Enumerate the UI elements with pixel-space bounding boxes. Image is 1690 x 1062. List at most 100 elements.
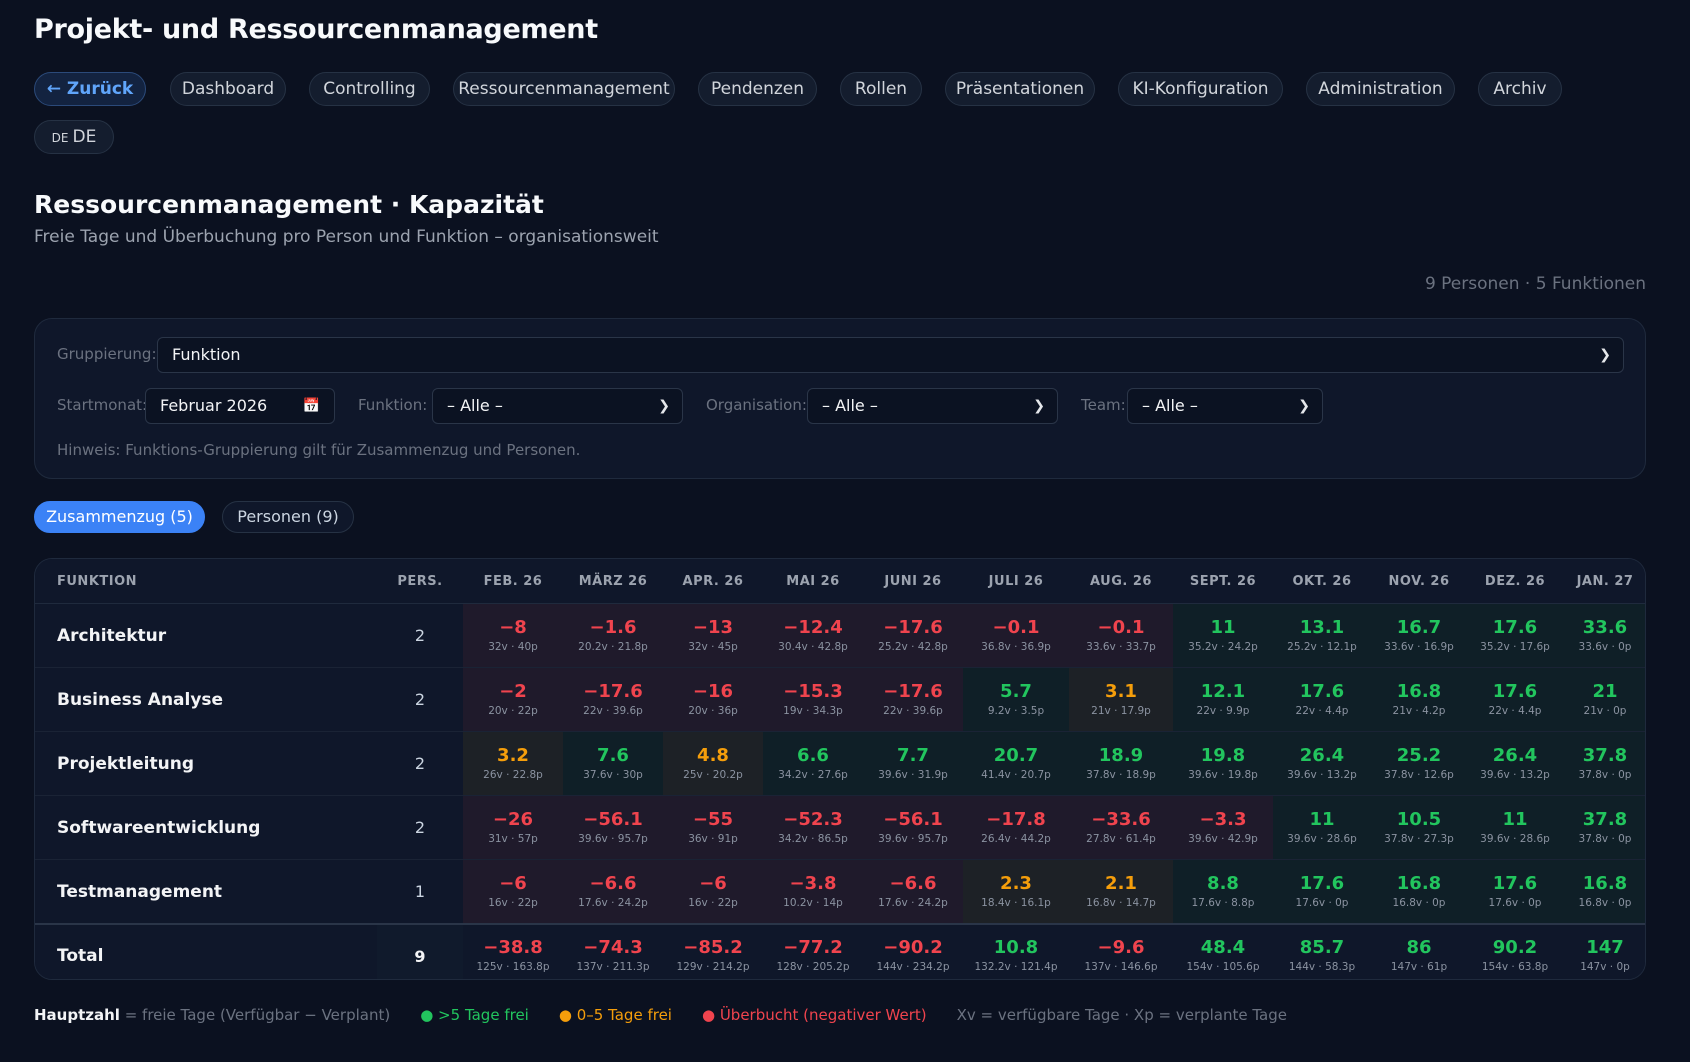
legend-green: ● >5 Tage frei [420, 1006, 529, 1024]
nav-rollen[interactable]: Rollen [840, 72, 922, 106]
back-button[interactable]: ← Zurück [34, 72, 146, 106]
legend-xv-xp: Xv = verfügbare Tage · Xp = verplante Ta… [956, 1006, 1287, 1024]
team-value: – Alle – [1142, 396, 1198, 415]
start-month-value: Februar 2026 [160, 396, 268, 415]
free-days-value: 17.6 [1299, 872, 1345, 894]
function-label: Funktion: [358, 396, 428, 414]
language-switcher[interactable]: DE DE [34, 120, 114, 154]
available-planned-value: 25.2v · 42.8p [878, 640, 948, 653]
tab-personen[interactable]: Personen (9) [222, 501, 354, 533]
available-planned-value: 144v · 58.3p [1288, 961, 1356, 973]
person-count: 2 [377, 731, 463, 796]
section-subtitle: Freie Tage und Überbuchung pro Person un… [34, 227, 659, 247]
capacity-table: FUNKTION PERS. FEB. 26 MÄRZ 26 APR. 26 M… [35, 559, 1645, 979]
free-days-value: −17.6 [883, 616, 943, 638]
free-days-value: 12.1 [1200, 680, 1246, 702]
capacity-cell: −6.6 17.6v · 24.2p [563, 859, 663, 925]
col-header-month: SEPT. 26 [1173, 559, 1273, 604]
available-planned-value: 35.2v · 24.2p [1188, 640, 1258, 653]
available-planned-value: 37.8v · 27.3p [1384, 832, 1454, 845]
capacity-cell: 4.8 25v · 20.2p [663, 731, 763, 796]
person-count: 2 [377, 795, 463, 860]
capacity-cell: −17.6 22v · 39.6p [563, 667, 663, 732]
nav-controlling[interactable]: Controlling [309, 72, 430, 106]
capacity-cell: 16.7 33.6v · 16.9p [1371, 603, 1467, 668]
free-days-value: −38.8 [483, 937, 543, 958]
nav-archiv[interactable]: Archiv [1478, 72, 1562, 106]
capacity-cell: 48.4 154v · 105.6p [1173, 923, 1273, 979]
available-planned-value: 21v · 0p [1583, 704, 1627, 717]
function-name: Testmanagement [35, 859, 377, 925]
free-days-value: 11 [1210, 616, 1236, 638]
free-days-value: 11 [1309, 808, 1335, 830]
start-month-input[interactable]: Februar 2026 📅 [145, 388, 335, 424]
available-planned-value: 20v · 36p [688, 704, 738, 717]
free-days-value: −17.8 [986, 808, 1046, 830]
available-planned-value: 22v · 9.9p [1196, 704, 1250, 717]
capacity-cell: −6 16v · 22p [663, 859, 763, 925]
capacity-cell: −90.2 144v · 234.2p [863, 923, 963, 979]
function-select[interactable]: – Alle – ❯ [432, 388, 683, 424]
capacity-cell: 2.3 18.4v · 16.1p [963, 859, 1069, 925]
nav-dashboard[interactable]: Dashboard [170, 72, 286, 106]
nav-ressourcenmanagement[interactable]: Ressourcenmanagement [453, 72, 675, 106]
available-planned-value: 21v · 4.2p [1392, 704, 1446, 717]
available-planned-value: 17.6v · 0p [1295, 896, 1349, 909]
capacity-cell: 147 147v · 0p [1563, 923, 1645, 979]
free-days-value: −3.8 [789, 872, 837, 894]
table-body: Architektur 2 −8 32v · 40p −1.6 20.2v · 21.8p… [35, 603, 1645, 979]
available-planned-value: 125v · 163.8p [476, 961, 550, 973]
total-row: Total 9 −38.8 125v · 163.8p −74.3 137v · 211.… [35, 923, 1645, 979]
capacity-cell: −3.8 10.2v · 14p [763, 859, 863, 925]
nav-praesentationen[interactable]: Präsentationen [945, 72, 1095, 106]
capacity-cell: 19.8 39.6v · 19.8p [1173, 731, 1273, 796]
available-planned-value: 16v · 22p [488, 896, 538, 909]
capacity-cell: 6.6 34.2v · 27.6p [763, 731, 863, 796]
available-planned-value: 22v · 39.6p [883, 704, 943, 717]
available-planned-value: 37.8v · 0p [1578, 832, 1632, 845]
capacity-cell: 13.1 25.2v · 12.1p [1273, 603, 1371, 668]
tab-zusammenzug[interactable]: Zusammenzug (5) [34, 501, 205, 533]
capacity-cell: −56.1 39.6v · 95.7p [863, 795, 963, 860]
available-planned-value: 37.6v · 30p [583, 768, 643, 781]
nav-ki-konfiguration[interactable]: KI-Konfiguration [1118, 72, 1283, 106]
person-count: 2 [377, 603, 463, 668]
free-days-value: 17.6 [1492, 872, 1538, 894]
legend-main-label: Hauptzahl [34, 1006, 120, 1024]
nav-administration[interactable]: Administration [1306, 72, 1455, 106]
free-days-value: −8 [499, 616, 527, 638]
available-planned-value: 21v · 17.9p [1091, 704, 1151, 717]
capacity-cell: −6.6 17.6v · 24.2p [863, 859, 963, 925]
available-planned-value: 147v · 0p [1580, 961, 1630, 973]
free-days-value: −6 [699, 872, 727, 894]
capacity-cell: 26.4 39.6v · 13.2p [1273, 731, 1371, 796]
free-days-value: −55 [692, 808, 734, 830]
table-row: Projektleitung 2 3.2 26v · 22.8p 7.6 37.6v · … [35, 731, 1645, 796]
free-days-value: 10.5 [1396, 808, 1442, 830]
available-planned-value: 144v · 234.2p [876, 961, 950, 973]
free-days-value: 26.4 [1299, 744, 1345, 766]
free-days-value: −12.4 [783, 616, 843, 638]
col-header-month: OKT. 26 [1273, 559, 1371, 604]
available-planned-value: 20v · 22p [488, 704, 538, 717]
free-days-value: −85.2 [683, 937, 743, 958]
organisation-select[interactable]: – Alle – ❯ [807, 388, 1058, 424]
capacity-cell: −2 20v · 22p [463, 667, 563, 732]
nav-pendenzen[interactable]: Pendenzen [698, 72, 817, 106]
team-select[interactable]: – Alle – ❯ [1127, 388, 1323, 424]
calendar-icon[interactable]: 📅 [302, 398, 320, 414]
available-planned-value: 137v · 211.3p [576, 961, 650, 973]
free-days-value: −13 [692, 616, 734, 638]
free-days-value: 3.2 [497, 744, 529, 766]
available-planned-value: 17.6v · 24.2p [878, 896, 948, 909]
available-planned-value: 37.8v · 12.6p [1384, 768, 1454, 781]
capacity-cell: −17.6 22v · 39.6p [863, 667, 963, 732]
capacity-cell: −74.3 137v · 211.3p [563, 923, 663, 979]
free-days-value: 8.8 [1207, 872, 1239, 894]
function-value: – Alle – [447, 396, 503, 415]
available-planned-value: 33.6v · 33.7p [1086, 640, 1156, 653]
free-days-value: 26.4 [1492, 744, 1538, 766]
capacity-cell: 86 147v · 61p [1371, 923, 1467, 979]
grouping-select[interactable]: Funktion ❯ [157, 337, 1624, 373]
person-count: 2 [377, 667, 463, 732]
